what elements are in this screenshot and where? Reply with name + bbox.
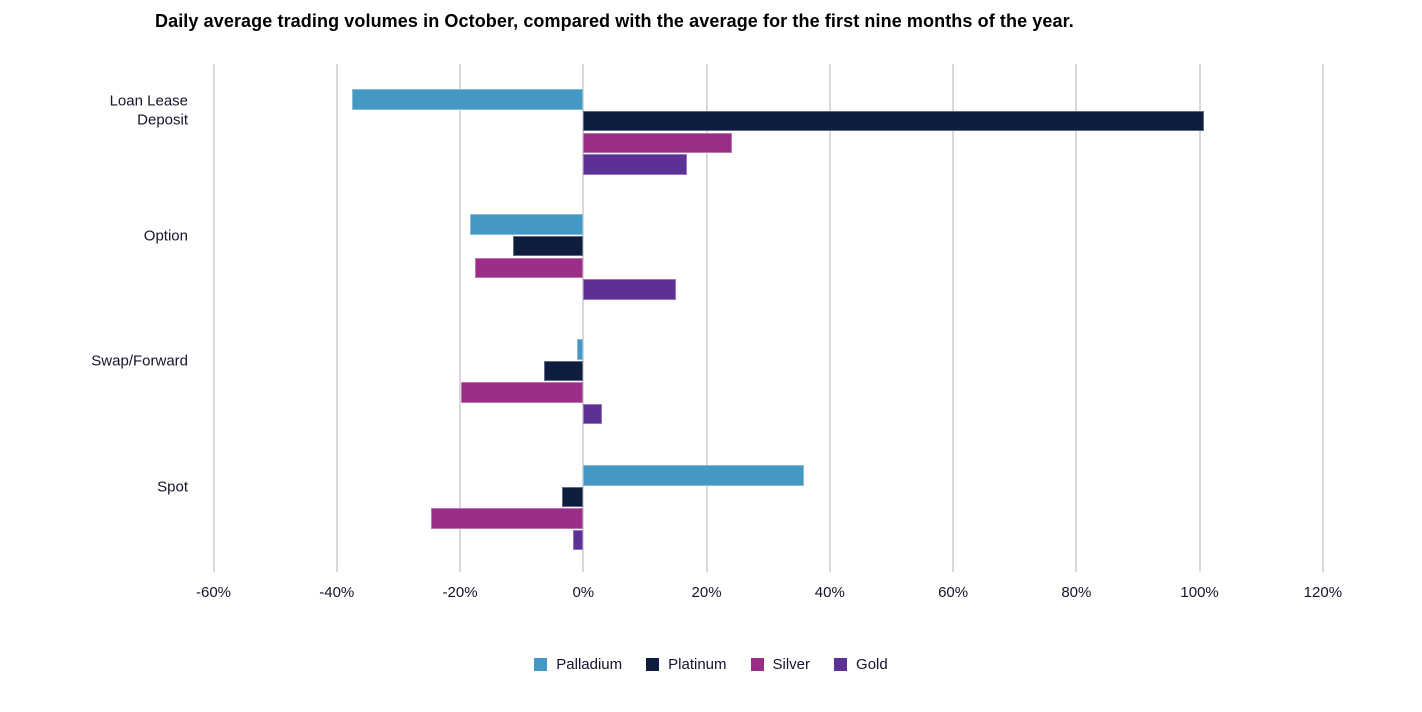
bar-gold-swap-forward bbox=[583, 403, 603, 425]
gridline-40 bbox=[828, 64, 831, 572]
legend: Palladium Platinum Silver Gold bbox=[0, 656, 1422, 673]
gridline-60 bbox=[952, 64, 955, 572]
chart-title: Daily average trading volumes in October… bbox=[155, 11, 1074, 31]
bar-palladium-option bbox=[469, 214, 584, 235]
gridline-80 bbox=[1075, 64, 1078, 572]
gridline-60 bbox=[212, 64, 215, 572]
legend-item-palladium: Palladium bbox=[534, 656, 622, 673]
gridline-100 bbox=[1198, 64, 1201, 572]
legend-item-platinum: Platinum bbox=[646, 656, 727, 673]
y-category-label-option: Option bbox=[143, 227, 188, 245]
legend-swatch-platinum bbox=[646, 658, 660, 671]
bar-gold-loan-lease-deposit bbox=[583, 154, 688, 175]
x-tick-label-100: 100% bbox=[1180, 584, 1219, 601]
legend-item-silver: Silver bbox=[750, 656, 811, 673]
legend-item-gold: Gold bbox=[834, 656, 888, 673]
bar-gold-option bbox=[583, 279, 676, 300]
bar-silver-swap-forward bbox=[460, 382, 584, 403]
bar-palladium-loan-lease-deposit bbox=[351, 89, 584, 110]
legend-swatch-palladium bbox=[534, 658, 548, 671]
legend-label-palladium: Palladium bbox=[556, 656, 623, 673]
legend-swatch-silver bbox=[750, 658, 764, 671]
x-tick-label-0: 0% bbox=[572, 584, 595, 601]
bar-platinum-option bbox=[513, 235, 584, 257]
gridline-40 bbox=[335, 64, 338, 572]
gridline-20 bbox=[459, 64, 462, 572]
bar-platinum-swap-forward bbox=[544, 360, 584, 382]
x-tick-label-60: -60% bbox=[196, 584, 232, 601]
legend-label-gold: Gold bbox=[856, 656, 888, 673]
y-category-label-spot: Spot bbox=[157, 477, 188, 495]
x-tick-label-20: 20% bbox=[691, 584, 722, 601]
gridline-20 bbox=[705, 64, 708, 572]
x-tick-label-40: 40% bbox=[814, 584, 845, 601]
legend-swatch-gold bbox=[834, 658, 848, 671]
x-tick-label-20: -20% bbox=[442, 584, 478, 601]
bar-silver-option bbox=[475, 257, 584, 278]
bar-palladium-spot bbox=[583, 465, 804, 486]
x-tick-label-40: -40% bbox=[319, 584, 355, 601]
x-tick-label-80: 80% bbox=[1061, 584, 1092, 601]
y-category-label-swap-forward: Swap/Forward bbox=[91, 351, 188, 369]
bar-platinum-spot bbox=[562, 486, 584, 508]
gridline-120 bbox=[1321, 64, 1324, 572]
y-category-label-loan-lease-deposit: Loan Lease Deposit bbox=[109, 92, 188, 129]
bar-silver-loan-lease-deposit bbox=[583, 132, 733, 153]
bar-palladium-swap-forward bbox=[577, 339, 584, 360]
bar-platinum-loan-lease-deposit bbox=[583, 110, 1204, 132]
bar-gold-spot bbox=[573, 529, 584, 551]
legend-label-platinum: Platinum bbox=[668, 656, 727, 673]
legend-label-silver: Silver bbox=[772, 656, 811, 673]
bar-silver-spot bbox=[431, 508, 584, 529]
gridline-0 bbox=[582, 64, 585, 572]
x-tick-label-120: 120% bbox=[1303, 584, 1343, 601]
x-tick-label-60: 60% bbox=[938, 584, 969, 601]
